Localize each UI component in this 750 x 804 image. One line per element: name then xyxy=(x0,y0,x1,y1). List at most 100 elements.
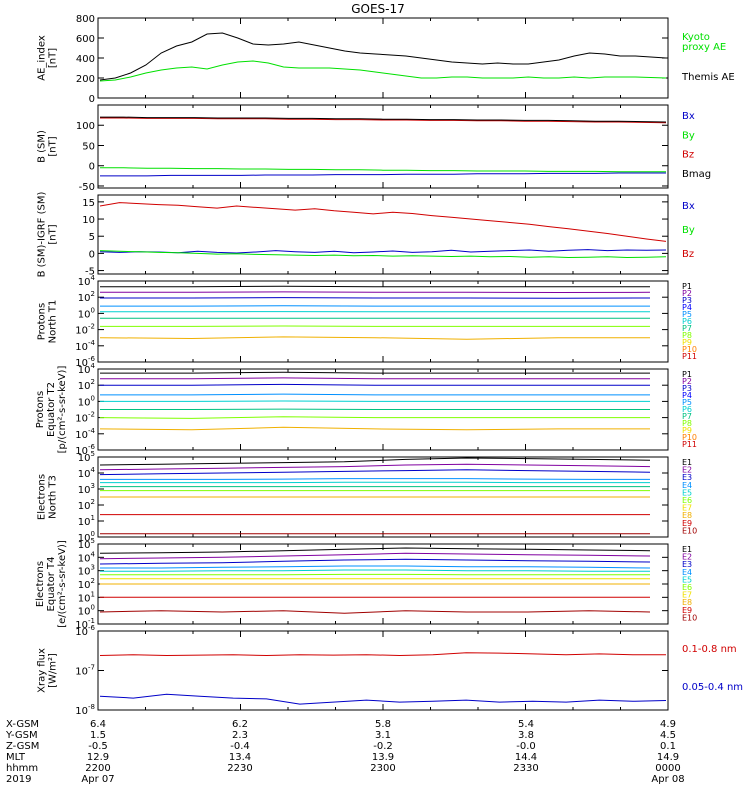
footer-row-label: Z-GSM xyxy=(6,741,39,752)
y-tick-exponent: 0 xyxy=(91,306,95,314)
footer-value: -0.4 xyxy=(230,741,250,752)
legend-entry: 0.1-0.8 nm xyxy=(682,644,737,655)
y-tick-label: 105 xyxy=(78,450,95,464)
footer-value: 6.2 xyxy=(232,719,248,730)
footer-row-label: Y-GSM xyxy=(5,730,38,741)
y-axis-label: B (SM)-IGRF (SM) xyxy=(37,192,48,278)
y-tick-label: 100 xyxy=(78,394,95,408)
footer-value: 6.4 xyxy=(90,719,106,730)
y-axis-label: [nT] xyxy=(48,136,59,156)
y-axis-label: [e/(cm²-s-sr-keV)] xyxy=(57,540,68,628)
y-tick-label: 104 xyxy=(78,274,96,288)
y-tick-label: 100 xyxy=(78,306,95,320)
y-tick-label: 50 xyxy=(82,141,95,152)
legend-entry: By xyxy=(682,225,695,236)
y-tick-exponent: 0 xyxy=(91,394,95,402)
series-line-e1 xyxy=(100,548,650,553)
y-tick-exponent: 1 xyxy=(91,514,95,522)
y-tick-label: 102 xyxy=(78,577,95,591)
legend-entry: E10 xyxy=(682,613,697,622)
series-line-by xyxy=(100,168,666,172)
series-line-e5 xyxy=(100,570,650,571)
series-line-p4 xyxy=(100,394,650,395)
footer-row-label: 2019 xyxy=(6,774,31,785)
y-axis-label: Electrons xyxy=(35,561,46,607)
series-line-bmag xyxy=(100,117,666,122)
y-tick-exponent: -2 xyxy=(88,323,95,331)
y-tick-exponent: 4 xyxy=(91,550,96,558)
y-tick-label: 103 xyxy=(78,482,95,496)
y-tick-exponent: 1 xyxy=(91,590,95,598)
footer-value: 0.1 xyxy=(660,741,676,752)
series-line-p8 xyxy=(100,427,650,430)
y-axis-label: North T1 xyxy=(48,300,59,344)
y-tick-exponent: 2 xyxy=(91,498,95,506)
series-line-p1 xyxy=(100,286,650,287)
footer-value: 4.5 xyxy=(660,730,676,741)
footer-row-label: hhmm xyxy=(6,763,38,774)
footer-value: 1.5 xyxy=(90,730,106,741)
footer-value: 13.9 xyxy=(372,752,394,763)
footer-value: 14.4 xyxy=(515,752,537,763)
y-tick-label: 600 xyxy=(76,34,95,45)
y-tick-exponent: -8 xyxy=(88,703,95,711)
footer-value: 13.4 xyxy=(229,752,251,763)
y-tick-label: 102 xyxy=(78,290,95,304)
y-tick-label: 400 xyxy=(76,54,95,65)
y-tick-label: -50 xyxy=(79,182,95,193)
legend-entry: By xyxy=(682,130,695,141)
footer-value: 3.8 xyxy=(518,730,534,741)
footer-value: 5.8 xyxy=(375,719,391,730)
y-tick-label: 10-2 xyxy=(75,411,95,425)
series-line-e4 xyxy=(100,479,650,480)
y-axis-label: B (SM) xyxy=(37,130,48,163)
series-line-e2 xyxy=(100,464,650,470)
y-tick-label: 103 xyxy=(78,564,95,578)
y-tick-label: 10-7 xyxy=(75,664,95,678)
footer-row-label: X-GSM xyxy=(6,719,39,730)
footer-value: -0.2 xyxy=(373,741,393,752)
y-axis-label: AE_index xyxy=(37,35,48,81)
y-axis-label: Equator T2 xyxy=(46,382,57,437)
footer-value: 12.9 xyxy=(87,752,109,763)
legend-entry: Bx xyxy=(682,111,695,122)
y-axis-label: [nT] xyxy=(48,48,59,68)
legend-entry: proxy AE xyxy=(682,42,726,53)
footer-value: 4.9 xyxy=(660,719,676,730)
y-tick-exponent: 5 xyxy=(91,537,95,545)
y-tick-label: 105 xyxy=(78,537,95,551)
series-line-e3 xyxy=(100,470,650,475)
y-tick-exponent: 4 xyxy=(91,362,96,370)
footer-value: Apr 08 xyxy=(651,774,684,785)
series-line-0-05-0-4-nm xyxy=(100,694,666,704)
series-line-e4 xyxy=(100,566,650,568)
y-tick-exponent: 3 xyxy=(91,482,95,490)
series-line-p2 xyxy=(100,378,650,379)
y-axis-label: [p/(cm²-s-sr-keV)] xyxy=(57,366,68,454)
legend-entry: Bz xyxy=(682,249,694,260)
y-axis-label: Electrons xyxy=(37,474,48,520)
series-line-p1 xyxy=(100,372,650,373)
series-line-bz xyxy=(100,203,666,242)
y-tick-exponent: -4 xyxy=(88,339,96,347)
series-line-p3 xyxy=(100,384,650,385)
series-line-0-1-0-8-nm xyxy=(100,653,666,656)
series-line-p2 xyxy=(100,292,650,293)
y-tick-exponent: -2 xyxy=(88,411,95,419)
plot-title: GOES-17 xyxy=(351,2,405,16)
y-tick-label: 0 xyxy=(89,249,95,260)
legend-entry: 0.05-0.4 nm xyxy=(682,682,743,693)
series-line-p8 xyxy=(100,337,650,339)
y-tick-exponent: -7 xyxy=(88,664,95,672)
footer-value: 2.3 xyxy=(232,730,248,741)
y-axis-label: Equator T4 xyxy=(46,557,57,612)
legend-entry: Themis AE xyxy=(681,72,735,83)
y-tick-label: 10-4 xyxy=(75,339,95,353)
